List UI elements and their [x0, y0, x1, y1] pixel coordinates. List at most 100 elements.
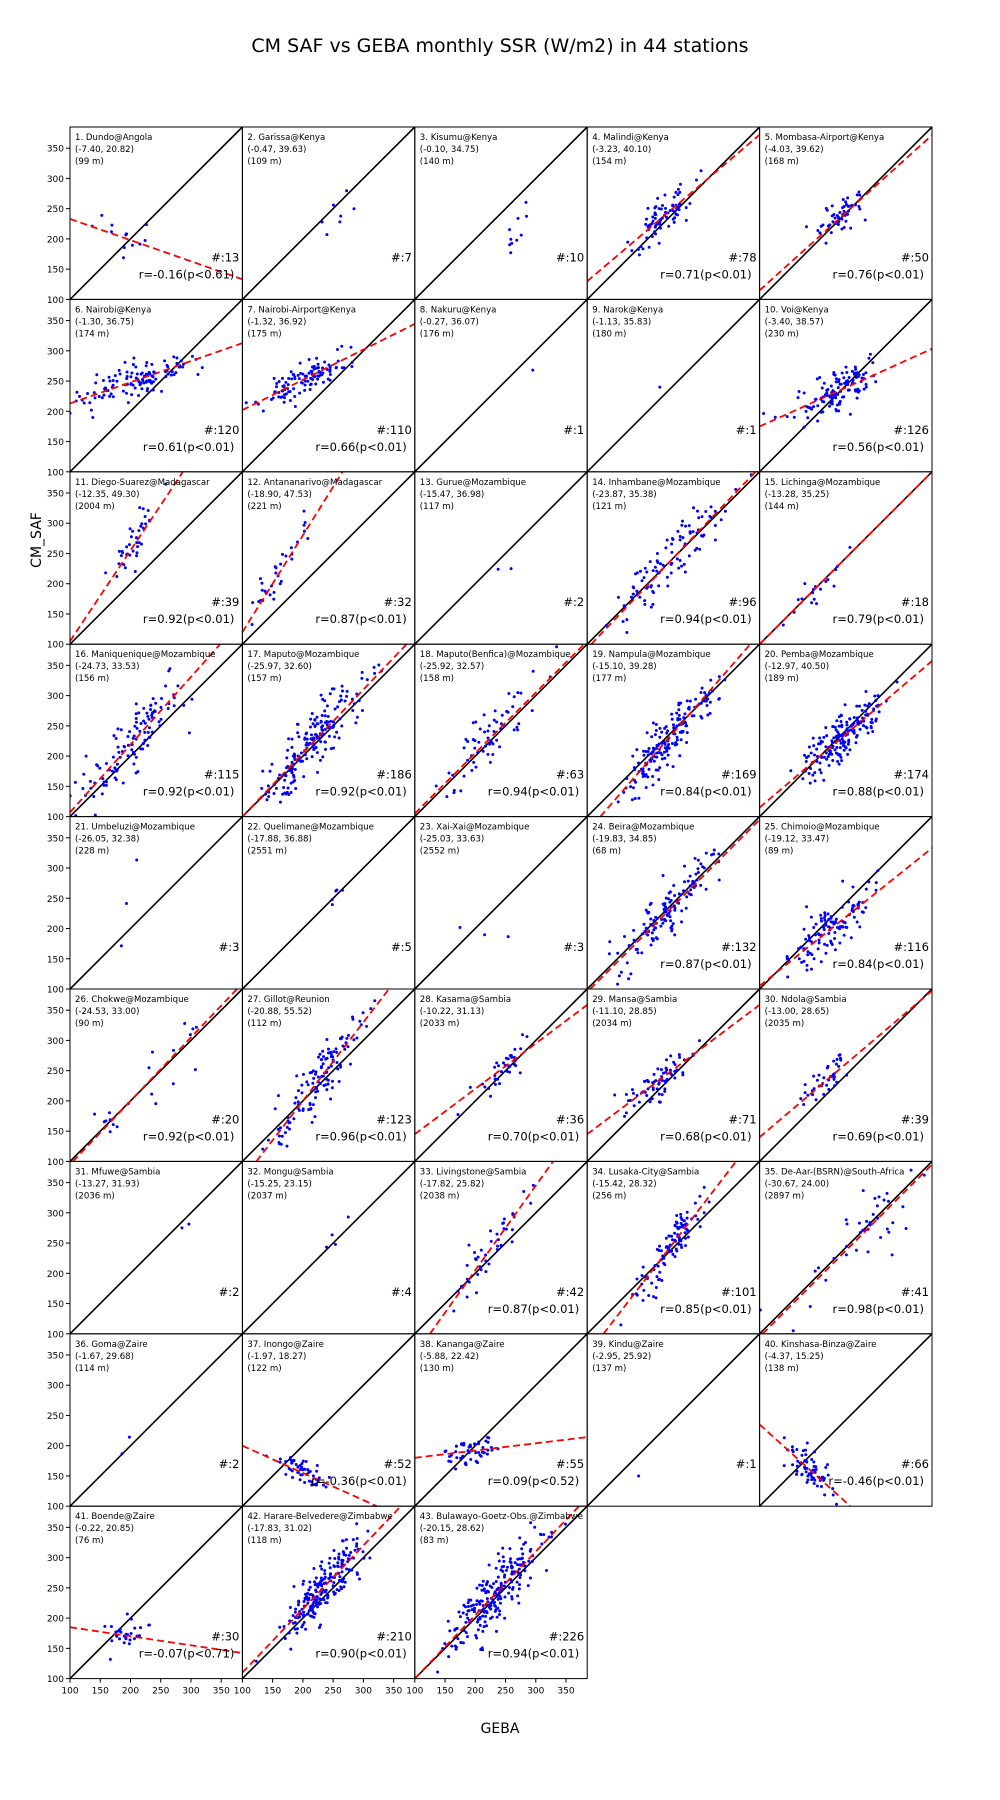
- data-point: [927, 1157, 930, 1160]
- data-point: [655, 1087, 659, 1091]
- data-point: [339, 694, 343, 698]
- data-point: [829, 941, 833, 945]
- data-point: [316, 722, 320, 726]
- identity-line: [586, 1160, 761, 1335]
- sample-count: #:120: [204, 423, 239, 437]
- data-point: [790, 1448, 794, 1452]
- panel-12: 12. Antananarivo@Madagascar(-18.90, 47.5…: [241, 471, 416, 645]
- data-point: [637, 253, 641, 257]
- sample-count: #:5: [391, 940, 412, 954]
- data-point: [645, 1093, 649, 1097]
- data-point: [671, 765, 675, 769]
- station-coords: (-13.00, 28.65): [765, 1007, 829, 1017]
- station-coords: (-1.13, 35.83): [592, 317, 651, 327]
- data-point: [150, 1050, 154, 1054]
- data-point: [651, 783, 655, 787]
- data-point: [625, 631, 629, 635]
- data-point: [320, 713, 324, 717]
- station-coords: (-17.82, 25.82): [420, 1179, 484, 1189]
- y-tick-label: 250: [47, 722, 64, 732]
- data-point: [825, 943, 829, 947]
- data-point: [341, 1579, 345, 1583]
- data-point: [84, 754, 88, 758]
- data-point: [839, 741, 843, 745]
- station-coords: (-2.95, 25.92): [592, 1352, 651, 1362]
- data-point: [480, 1646, 484, 1650]
- data-point: [677, 713, 681, 717]
- data-point: [702, 533, 706, 537]
- data-point: [108, 1130, 112, 1134]
- data-point: [813, 933, 817, 937]
- identity-line: [414, 1160, 588, 1335]
- data-point: [679, 1239, 683, 1243]
- data-point: [653, 216, 657, 220]
- data-point: [518, 1563, 522, 1567]
- data-point: [260, 786, 264, 790]
- data-point: [511, 705, 515, 709]
- data-point: [828, 404, 832, 408]
- data-point: [679, 1212, 683, 1216]
- data-point: [481, 1629, 485, 1633]
- data-point: [869, 726, 873, 730]
- data-point: [93, 1112, 97, 1116]
- data-point: [166, 372, 170, 376]
- data-point: [477, 1442, 481, 1446]
- data-point: [290, 377, 294, 381]
- data-point: [278, 1625, 282, 1629]
- data-point: [526, 1584, 530, 1588]
- data-point: [833, 930, 837, 934]
- data-point: [842, 741, 846, 745]
- data-point: [648, 902, 652, 906]
- regression-line: [414, 1505, 580, 1680]
- x-tick-label: 300: [355, 1687, 372, 1697]
- data-point: [345, 1546, 349, 1550]
- data-point: [819, 916, 823, 920]
- data-point: [608, 940, 612, 944]
- sample-count: #:39: [211, 595, 239, 609]
- data-point: [258, 577, 262, 581]
- data-point: [434, 784, 438, 788]
- data-point: [830, 752, 834, 756]
- data-point: [848, 728, 852, 732]
- station-elevation: (2033 m): [420, 1019, 460, 1029]
- data-point: [339, 698, 343, 702]
- data-point: [134, 755, 138, 759]
- data-point: [676, 193, 680, 197]
- sample-count: #:10: [556, 250, 584, 264]
- y-tick-label: 350: [47, 317, 64, 327]
- data-point: [827, 764, 831, 768]
- station-elevation: (90 m): [75, 1019, 104, 1029]
- y-tick-label: 200: [47, 925, 64, 935]
- data-point: [132, 734, 136, 738]
- data-point: [640, 951, 644, 955]
- data-point: [297, 377, 301, 381]
- data-point: [498, 1601, 502, 1605]
- data-point: [855, 716, 859, 720]
- data-point: [503, 1616, 507, 1620]
- correlation-label: r=0.70(p<0.01): [488, 1129, 579, 1143]
- sample-count: #:126: [894, 423, 929, 437]
- data-point: [496, 1575, 500, 1579]
- data-point: [462, 1603, 466, 1607]
- data-point: [647, 767, 651, 771]
- data-point: [73, 780, 77, 784]
- data-point: [287, 792, 291, 796]
- data-point: [648, 758, 652, 762]
- data-point: [318, 370, 322, 374]
- data-point: [659, 924, 663, 928]
- data-point: [842, 748, 846, 752]
- data-point: [833, 948, 837, 952]
- data-point: [675, 1213, 679, 1217]
- data-point: [321, 724, 325, 728]
- data-point: [786, 975, 790, 979]
- data-point: [829, 915, 833, 919]
- data-point: [868, 352, 872, 356]
- data-point: [860, 708, 864, 712]
- data-point: [491, 1598, 495, 1602]
- data-point: [713, 538, 717, 542]
- data-point: [672, 1060, 676, 1064]
- data-point: [704, 510, 708, 514]
- data-point: [467, 1280, 471, 1284]
- data-point: [351, 709, 355, 713]
- data-point: [791, 1463, 795, 1467]
